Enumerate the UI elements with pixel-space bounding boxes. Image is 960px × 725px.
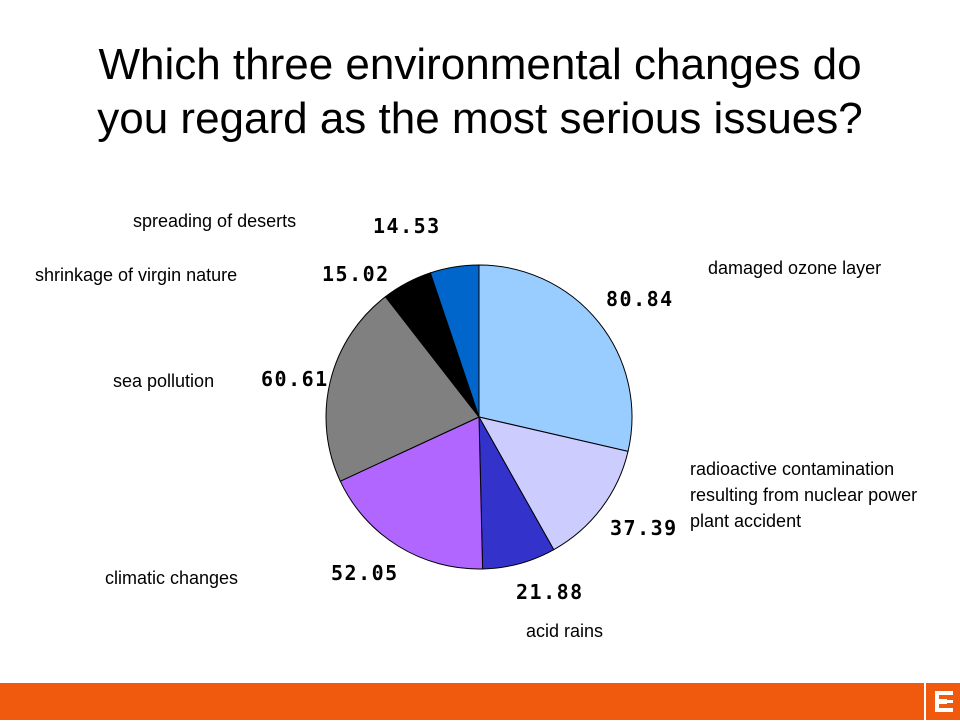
brand-logo	[924, 683, 960, 720]
pie-slice-radioactive-contamination-resulting-from-nuclear-power-plant-accident	[478, 416, 629, 551]
value-label-spreading-of-deserts: 14.53	[373, 214, 441, 238]
pie-slice-spreading-of-deserts	[429, 264, 480, 418]
label-climatic-changes: climatic changes	[105, 568, 239, 588]
value-label-damaged-ozone-layer: 80.84	[606, 287, 674, 311]
label-radioactive-contamination: radioactive contamination resulting from…	[690, 459, 918, 531]
label-acid-rains: acid rains	[526, 621, 604, 641]
footer-bar	[0, 683, 960, 720]
value-label-shrinkage-of-virgin-nature: 15.02	[322, 262, 390, 286]
label-shrinkage-of-virgin-nature: shrinkage of virgin nature	[35, 265, 238, 285]
brand-logo-icon	[935, 691, 953, 712]
value-label-climatic-changes: 52.05	[331, 561, 399, 585]
label-spreading-of-deserts: spreading of deserts	[133, 211, 297, 231]
value-label-sea-pollution: 60.61	[261, 367, 329, 391]
chart-title-line-1: Which three environmental changes do	[98, 40, 862, 89]
chart-title: Which three environmental changes do you…	[0, 38, 960, 146]
label-damaged-ozone-layer: damaged ozone layer	[708, 258, 882, 278]
label-sea-pollution: sea pollution	[113, 371, 215, 391]
pie-slice-sea-pollution	[325, 296, 480, 482]
value-label-acid-rains: 21.88	[516, 580, 584, 604]
pie-slice-damaged-ozone-layer	[478, 264, 633, 453]
pie-slice-climatic-changes	[339, 416, 484, 570]
chart-title-line-2: you regard as the most serious issues?	[97, 94, 863, 143]
value-label-radioactive-contamination: 37.39	[610, 516, 678, 540]
